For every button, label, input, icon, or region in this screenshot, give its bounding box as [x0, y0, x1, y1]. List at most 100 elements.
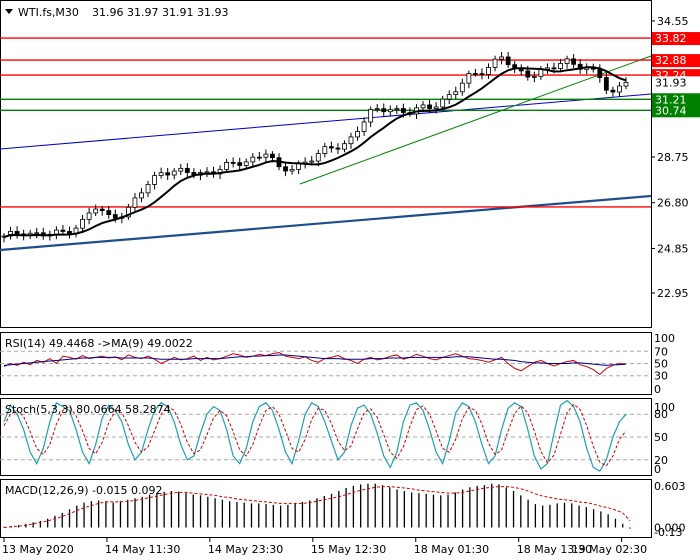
stoch-tick-label: 100 [654, 401, 675, 414]
candle-body [440, 98, 446, 108]
candle-body [67, 231, 72, 234]
candle-body [348, 136, 354, 145]
candle-body [132, 197, 138, 208]
candle-body [610, 89, 616, 93]
candle-body [433, 106, 439, 109]
candle [106, 205, 112, 219]
level-tag-4: 30.74 [652, 104, 700, 118]
candle-body [80, 218, 85, 229]
price-tick-label: 22.95 [657, 287, 689, 300]
candle [499, 52, 505, 65]
candle [374, 104, 380, 113]
candle-body [165, 172, 171, 176]
blue-trendline-upper [0, 93, 652, 150]
candle-body [473, 73, 478, 75]
level-tag-bg [652, 104, 700, 118]
candle [571, 54, 577, 68]
candle-body [355, 131, 360, 138]
candle-body [86, 212, 92, 220]
blue-trendline-lower [0, 194, 652, 252]
candle-body [597, 68, 603, 79]
candle-body [551, 67, 557, 70]
candle [446, 90, 452, 105]
candle [486, 63, 491, 79]
candle [158, 167, 164, 179]
candle-body [486, 67, 491, 75]
candle-body [112, 214, 118, 219]
candle [126, 203, 131, 220]
symbol-header: WTI.fs,M30 31.96 31.97 31.91 31.93 [5, 6, 228, 19]
candle [584, 63, 590, 75]
candle [34, 227, 40, 239]
candle [73, 224, 79, 238]
candle [152, 171, 157, 190]
rsi-tick-label: 0 [654, 383, 661, 396]
candle [53, 226, 59, 240]
stoch-label: Stoch(5,3,3) 80.0664 58.2874 [5, 403, 171, 416]
candle-body [342, 143, 347, 150]
rsi-tick-label: 50 [654, 358, 668, 371]
candle-body [335, 147, 341, 150]
level-tag-bg [652, 93, 700, 107]
candle [237, 157, 243, 171]
candle [8, 226, 13, 240]
macd-tick-label: 0.603 [654, 480, 686, 493]
stoch-guides [0, 413, 651, 461]
candle-body [374, 108, 380, 111]
candle-body [309, 160, 315, 163]
candle-body [34, 232, 40, 235]
current-price-tag: 31.93 [652, 76, 700, 89]
rsi-tick-label: 100 [654, 332, 675, 345]
candle-body [93, 208, 99, 214]
moving-average-line [3, 66, 627, 239]
candle-body [243, 161, 249, 166]
candle-body [427, 104, 432, 109]
level-tag-bg [652, 54, 700, 68]
candle [368, 106, 374, 127]
candle-body [531, 75, 537, 78]
candle [610, 86, 616, 97]
candle-body [420, 104, 426, 109]
candle-body [60, 229, 66, 232]
rsi-tick-label: 30 [654, 370, 668, 383]
candle [531, 71, 537, 83]
candle [67, 226, 72, 239]
candle [453, 86, 459, 99]
candle [250, 153, 256, 168]
candle [342, 140, 347, 153]
candle-body [617, 85, 622, 93]
candle [381, 103, 387, 117]
level-tag-text: 33.82 [655, 32, 687, 45]
time-tick-label: 18 May 13:30 [517, 543, 592, 556]
candle-body [459, 82, 465, 93]
price-tick-label: 34.55 [657, 15, 689, 28]
candle [224, 158, 230, 173]
macd-tick-label: 0.000 [654, 522, 686, 535]
time-tick-label: 14 May 11:30 [105, 543, 180, 556]
candle-body [315, 153, 321, 162]
candle-body [492, 58, 498, 68]
candle-body [270, 153, 275, 159]
candle-body [623, 81, 629, 87]
price-tick-label: 28.75 [657, 151, 689, 164]
candle-body [158, 172, 164, 177]
candle-body [230, 162, 236, 164]
candle [283, 161, 288, 177]
candle [40, 227, 46, 240]
candle-body [237, 162, 243, 166]
candle [518, 64, 524, 76]
stoch-tick-label: 50 [654, 431, 668, 444]
candle [256, 152, 262, 161]
rsi-label: RSI(14) 49.4468 ->MA(9) 49.0022 [5, 337, 193, 350]
candle-body [8, 230, 13, 237]
rsi-ma-line [3, 354, 627, 366]
macd-histogram [3, 483, 631, 529]
time-tick-label: 15 May 12:30 [311, 543, 386, 556]
current-price-label: 31.93 [655, 76, 687, 89]
candle-body [387, 109, 393, 113]
macd-tick-label: -0.13 [654, 526, 682, 539]
candle-body [171, 170, 177, 176]
collapse-triangle-icon[interactable] [5, 9, 13, 14]
